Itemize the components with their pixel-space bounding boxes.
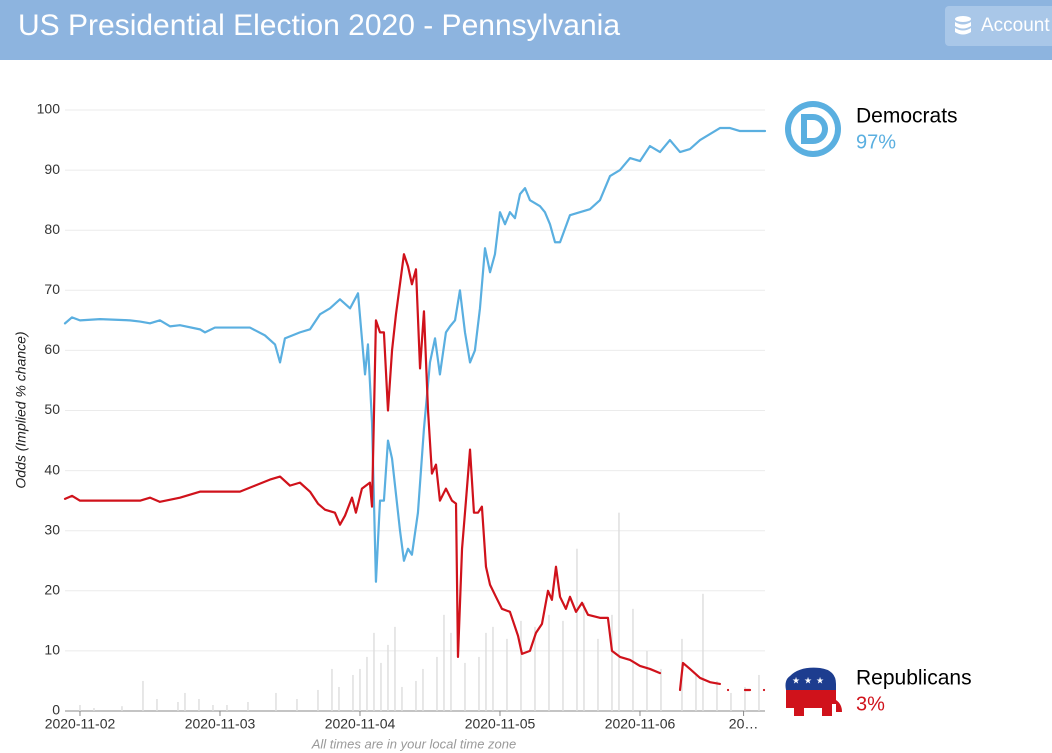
volume-bar <box>730 692 732 711</box>
series-line <box>63 126 767 583</box>
volume-bar <box>646 650 648 711</box>
volume-bar <box>331 668 333 711</box>
volume-bar <box>422 668 424 711</box>
legend-value: 3% <box>856 693 885 715</box>
y-tick-label: 50 <box>44 401 60 417</box>
volume-bar <box>576 548 578 711</box>
volume-bar <box>520 620 522 711</box>
volume-bar <box>611 614 613 711</box>
footnote: All times are in your local time zone <box>311 736 516 751</box>
y-tick-label: 70 <box>44 281 60 297</box>
header-bar: US Presidential Election 2020 - Pennsylv… <box>0 0 1052 60</box>
volume-bar <box>744 686 746 711</box>
volume-bar <box>443 614 445 711</box>
y-tick-label: 20 <box>44 582 60 598</box>
database-icon <box>955 16 971 35</box>
legend-value: 97% <box>856 131 896 153</box>
volume-bar <box>436 656 438 711</box>
x-tick-label: 2020-11-02 <box>45 716 116 732</box>
y-axis-label: Odds (Implied % chance) <box>13 331 29 488</box>
volume-bar <box>373 632 375 711</box>
volume-bar <box>93 707 95 711</box>
y-tick-label: 10 <box>44 642 60 658</box>
volume-bar <box>394 626 396 711</box>
volume-bar <box>401 686 403 711</box>
volume-bar <box>142 680 144 711</box>
x-tick-label: 2020-11-05 <box>465 716 536 732</box>
volume-bar <box>702 593 704 711</box>
y-tick-label: 100 <box>37 101 61 117</box>
volume-bar <box>317 689 319 711</box>
volume-bar <box>184 692 186 711</box>
volume-bar <box>716 680 718 711</box>
volume-bar <box>177 701 179 711</box>
volume-bar <box>597 638 599 711</box>
volume-bar <box>366 656 368 711</box>
svg-text:★: ★ <box>804 675 812 685</box>
account-label: Account <box>981 15 1050 36</box>
volume-bar <box>79 704 81 711</box>
volume-bar <box>464 662 466 711</box>
volume-bar <box>387 644 389 711</box>
y-tick-label: 90 <box>44 161 60 177</box>
y-tick-label: 80 <box>44 221 60 237</box>
volume-bar <box>758 674 760 711</box>
volume-bar <box>156 698 158 711</box>
y-tick-label: 40 <box>44 461 60 477</box>
volume-bar <box>359 668 361 711</box>
y-tick-label: 60 <box>44 341 60 357</box>
x-tick-label: 2020-11-03 <box>185 716 256 732</box>
volume-bar <box>450 632 452 711</box>
x-tick-label: 2020-11-04 <box>325 716 396 732</box>
republican-logo: ★ ★ ★ <box>785 667 842 716</box>
x-tick-label: 2020-11-06 <box>605 716 676 732</box>
volume-bar <box>352 674 354 711</box>
volume-bar <box>660 668 662 711</box>
volume-bar <box>478 656 480 711</box>
page-title: US Presidential Election 2020 - Pennsylv… <box>18 9 621 42</box>
x-tick-label: 20… <box>729 716 759 732</box>
volume-bar <box>583 602 585 711</box>
volume-bar <box>534 626 536 711</box>
legend-label: Democrats <box>856 105 958 128</box>
volume-bar <box>121 706 123 711</box>
y-tick-label: 0 <box>52 702 60 718</box>
volume-bar <box>492 626 494 711</box>
volume-bar <box>506 638 508 711</box>
volume-bar <box>485 632 487 711</box>
account-button[interactable]: Account <box>945 6 1052 46</box>
volume-bar <box>562 620 564 711</box>
volume-bar <box>198 698 200 711</box>
svg-text:★: ★ <box>816 675 824 685</box>
legend-label: Republicans <box>856 667 972 690</box>
volume-bar <box>548 614 550 711</box>
volume-bar <box>695 674 697 711</box>
series-line <box>63 253 766 692</box>
y-tick-label: 30 <box>44 521 60 537</box>
volume-bar <box>296 698 298 711</box>
volume-bar <box>247 701 249 711</box>
volume-bar <box>618 512 620 711</box>
volume-bar <box>380 662 382 711</box>
volume-bar <box>415 680 417 711</box>
volume-bar <box>338 686 340 711</box>
democrat-logo <box>785 101 841 157</box>
volume-bar <box>226 704 228 711</box>
volume-bar <box>632 608 634 711</box>
volume-bar <box>275 692 277 711</box>
svg-text:★: ★ <box>792 675 800 685</box>
volume-bar <box>212 704 214 711</box>
